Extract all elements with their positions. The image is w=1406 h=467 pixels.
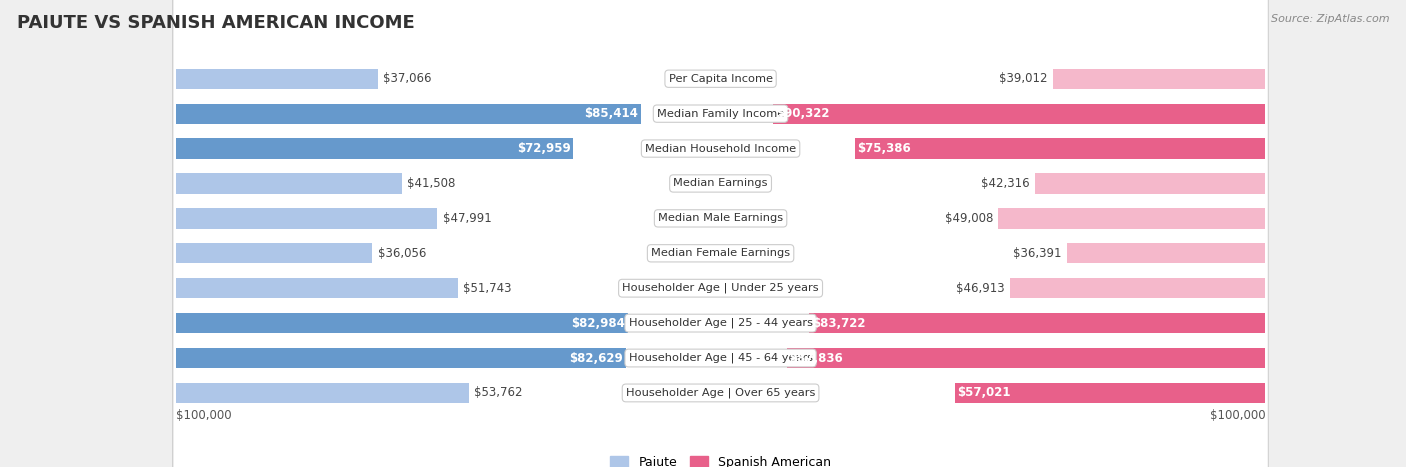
FancyBboxPatch shape	[173, 0, 1268, 467]
Bar	[176, 313, 628, 333]
Text: $41,508: $41,508	[408, 177, 456, 190]
Text: $36,056: $36,056	[378, 247, 426, 260]
Text: Median Family Income: Median Family Income	[657, 109, 785, 119]
FancyBboxPatch shape	[173, 0, 1268, 467]
Text: Householder Age | 25 - 44 years: Householder Age | 25 - 44 years	[628, 318, 813, 328]
Text: Householder Age | Over 65 years: Householder Age | Over 65 years	[626, 388, 815, 398]
Text: PAIUTE VS SPANISH AMERICAN INCOME: PAIUTE VS SPANISH AMERICAN INCOME	[17, 14, 415, 32]
Text: $100,000: $100,000	[1209, 410, 1265, 422]
Text: $46,913: $46,913	[956, 282, 1004, 295]
FancyBboxPatch shape	[173, 0, 1268, 467]
Text: $72,959: $72,959	[517, 142, 571, 155]
Text: $100,000: $100,000	[176, 410, 232, 422]
Text: $36,391: $36,391	[1014, 247, 1062, 260]
Bar	[176, 383, 468, 403]
FancyBboxPatch shape	[173, 0, 1268, 467]
Text: $85,414: $85,414	[585, 107, 638, 120]
Bar	[1053, 69, 1265, 89]
Text: $47,991: $47,991	[443, 212, 492, 225]
Text: $42,316: $42,316	[981, 177, 1029, 190]
Text: $82,629: $82,629	[569, 352, 623, 365]
Text: Source: ZipAtlas.com: Source: ZipAtlas.com	[1271, 14, 1389, 24]
Bar	[176, 138, 574, 159]
Text: $49,008: $49,008	[945, 212, 993, 225]
FancyBboxPatch shape	[173, 0, 1268, 467]
Legend: Paiute, Spanish American: Paiute, Spanish American	[605, 451, 837, 467]
Bar	[855, 138, 1265, 159]
Text: $90,322: $90,322	[776, 107, 830, 120]
Bar	[1067, 243, 1265, 263]
Bar	[176, 243, 373, 263]
FancyBboxPatch shape	[173, 0, 1268, 467]
FancyBboxPatch shape	[173, 0, 1268, 467]
Bar	[176, 104, 641, 124]
Text: $82,984: $82,984	[571, 317, 626, 330]
Text: $87,836: $87,836	[790, 352, 844, 365]
FancyBboxPatch shape	[173, 0, 1268, 467]
Bar	[176, 173, 402, 194]
Bar	[176, 69, 378, 89]
Text: $39,012: $39,012	[998, 72, 1047, 85]
Bar	[955, 383, 1265, 403]
FancyBboxPatch shape	[173, 0, 1268, 467]
Text: Per Capita Income: Per Capita Income	[669, 74, 772, 84]
Text: $51,743: $51,743	[463, 282, 512, 295]
Bar	[773, 104, 1265, 124]
Text: Householder Age | Under 25 years: Householder Age | Under 25 years	[623, 283, 818, 293]
Text: Median Earnings: Median Earnings	[673, 178, 768, 189]
Bar	[176, 348, 626, 368]
Text: $75,386: $75,386	[858, 142, 911, 155]
Text: $53,762: $53,762	[474, 386, 523, 399]
Bar	[176, 278, 458, 298]
Text: $83,722: $83,722	[813, 317, 866, 330]
Bar	[1035, 173, 1265, 194]
Text: $37,066: $37,066	[384, 72, 432, 85]
Bar	[176, 208, 437, 228]
FancyBboxPatch shape	[173, 0, 1268, 467]
Text: Median Household Income: Median Household Income	[645, 143, 796, 154]
Bar	[810, 313, 1265, 333]
Bar	[1010, 278, 1265, 298]
Text: Householder Age | 45 - 64 years: Householder Age | 45 - 64 years	[628, 353, 813, 363]
Text: Median Male Earnings: Median Male Earnings	[658, 213, 783, 223]
Bar	[787, 348, 1265, 368]
Bar	[998, 208, 1265, 228]
Text: Median Female Earnings: Median Female Earnings	[651, 248, 790, 258]
Text: $57,021: $57,021	[957, 386, 1011, 399]
